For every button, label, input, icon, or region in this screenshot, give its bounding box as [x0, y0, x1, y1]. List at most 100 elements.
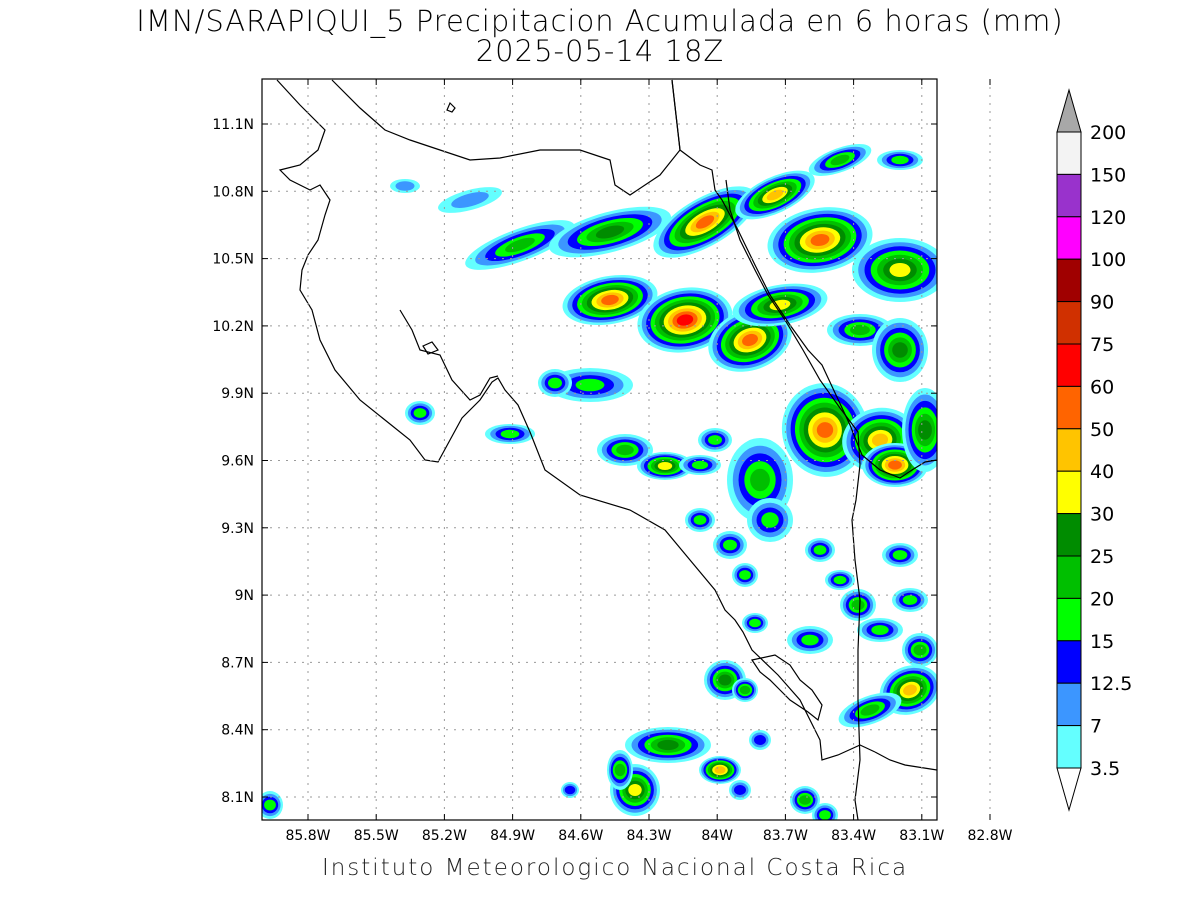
legend-label: 20 — [1090, 588, 1114, 610]
precip-cell — [871, 625, 889, 635]
lat-tick-label: 11.1N — [212, 117, 254, 133]
precip-cell — [628, 784, 642, 796]
precip-cell — [693, 515, 707, 525]
legend-label: 90 — [1090, 292, 1114, 314]
latitude-axis: 11.1N 10.8N 10.5N 10.2N 9.9N 9.6N 9.3N 9N 8.7N 8.… — [212, 117, 937, 806]
lat-tick-label: 8.7N — [221, 655, 254, 671]
precip-cell — [860, 704, 880, 716]
precip-cell — [891, 155, 909, 165]
precip-cell — [749, 618, 761, 628]
legend-swatch — [1056, 470, 1082, 515]
nicaragua-pacific-coast — [276, 79, 876, 761]
precip-cell — [413, 408, 427, 418]
lon-tick-label: 84.9W — [490, 828, 535, 844]
precip-cell — [761, 512, 779, 528]
legend-label: 40 — [1090, 461, 1114, 483]
costa-rica-panama-border — [725, 179, 861, 820]
color-legend: 200 150 120 100 90 75 60 50 40 30 25 20 15 12.5 7 3.5 — [1056, 88, 1132, 812]
precip-cell — [614, 763, 626, 777]
precip-cell — [819, 810, 831, 820]
legend-label: 3.5 — [1090, 758, 1120, 780]
lon-tick-label: 83.1W — [899, 828, 944, 844]
lake-nicaragua-shore — [331, 79, 681, 196]
precip-cell — [500, 429, 520, 439]
precip-cell — [616, 444, 634, 456]
precip-cell — [889, 263, 911, 277]
legend-bottom-cap — [1056, 767, 1082, 812]
coastlines — [276, 79, 937, 820]
precip-cell — [395, 181, 415, 191]
legend-label: 7 — [1090, 716, 1102, 738]
precip-cell — [451, 192, 489, 208]
lat-tick-label: 8.4N — [221, 723, 254, 739]
precip-cell — [830, 154, 850, 166]
legend-swatch — [1056, 131, 1082, 175]
osa-peninsula — [751, 654, 823, 722]
lat-tick-label: 10.8N — [212, 184, 254, 200]
legend-swatch — [1056, 640, 1082, 684]
burica-coast — [874, 751, 937, 771]
precip-cell — [918, 420, 932, 440]
legend-label: 150 — [1090, 164, 1126, 186]
lon-tick-label: 82.8W — [967, 828, 1012, 844]
precip-cell — [871, 433, 889, 447]
legend-label: 100 — [1090, 249, 1126, 271]
legend-swatch — [1056, 682, 1082, 727]
map-frame — [261, 78, 938, 821]
lat-tick-label: 8.1N — [221, 790, 254, 806]
legend-swatch — [1056, 385, 1082, 430]
precip-cell — [888, 460, 902, 470]
precip-cell — [595, 225, 625, 239]
lon-tick-label: 83.4W — [831, 828, 876, 844]
lat-tick-label: 9N — [235, 588, 254, 604]
precip-cell — [657, 739, 679, 751]
precip-cell — [739, 570, 751, 580]
precip-cell — [739, 685, 751, 695]
precip-cell — [691, 460, 709, 470]
lon-tick-label: 84.6W — [558, 828, 603, 844]
legend-label: 200 — [1090, 122, 1126, 144]
legend-swatch — [1056, 343, 1082, 387]
legend-label: 75 — [1090, 334, 1114, 356]
precip-cell — [851, 599, 865, 611]
lon-tick-label: 84W — [701, 828, 733, 844]
precip-cell — [902, 595, 918, 605]
precip-cell — [264, 799, 276, 811]
precip-cell — [833, 575, 847, 585]
precip-cell — [564, 785, 576, 795]
legend-swatch — [1056, 258, 1082, 303]
precip-cell — [676, 314, 694, 326]
legend-swatch — [1056, 597, 1082, 642]
precip-cell — [601, 294, 619, 306]
legend-label: 12.5 — [1090, 673, 1132, 695]
lon-tick-label: 84.3W — [626, 828, 671, 844]
precip-cell — [734, 785, 746, 795]
precip-cell — [695, 215, 715, 229]
precipitation-field — [262, 144, 937, 820]
legend-label: 30 — [1090, 504, 1114, 526]
legend-swatch — [1056, 725, 1082, 769]
legend-swatch — [1056, 216, 1082, 260]
legend-swatch — [1056, 301, 1082, 345]
map-title: IMN/SARAPIQUI_5 Precipitacion Acumulada … — [136, 4, 1064, 38]
precip-cell — [903, 684, 917, 696]
lon-tick-label: 85.5W — [354, 828, 399, 844]
legend-top-cap — [1056, 88, 1082, 133]
precip-cell — [810, 233, 830, 247]
nicoya-gulf — [399, 309, 499, 401]
precip-cell — [892, 342, 908, 358]
precip-cell — [913, 644, 927, 656]
legend-label: 120 — [1090, 207, 1126, 229]
legend-swatch — [1056, 513, 1082, 557]
nicoya-island — [422, 341, 439, 355]
precip-cell — [850, 324, 870, 336]
precip-cell — [813, 545, 827, 555]
small-island — [446, 101, 456, 113]
precip-cell — [754, 735, 766, 745]
precip-cell — [892, 550, 908, 560]
lat-tick-label: 10.2N — [212, 319, 254, 335]
precip-cell — [708, 435, 722, 445]
legend-label: 15 — [1090, 631, 1114, 653]
lat-tick-label: 9.6N — [221, 454, 254, 470]
